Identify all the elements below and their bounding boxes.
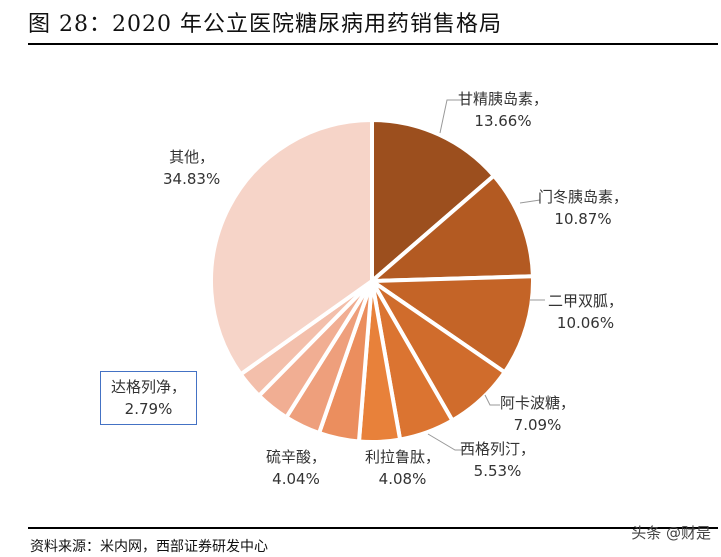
- leader-line-5: [427, 433, 465, 451]
- figure-title: 图 28：2020 年公立医院糖尿病用药销售格局: [28, 12, 502, 37]
- watermark: 头条 @财是: [631, 524, 711, 542]
- slice-label-0: 甘精胰岛素， 13.66%: [458, 90, 549, 130]
- slice-label-6: 硫辛酸， 4.04%: [266, 448, 327, 488]
- pie-slice-10: [209, 117, 374, 378]
- leader-line-1: [519, 199, 541, 204]
- leader-line-4: [484, 394, 500, 406]
- pie-slice-2: [365, 274, 535, 376]
- footer-rule: [28, 527, 718, 529]
- pie-slice-0: [370, 117, 497, 286]
- slice-label-3: 阿卡波糖， 7.09%: [500, 394, 576, 434]
- slice-label-9: 达格列净， 2.79%: [100, 371, 198, 425]
- source-note: 资料来源：米内网，西部证券研发中心: [30, 539, 268, 555]
- title-rule: [28, 43, 718, 45]
- slice-label-4: 西格列汀， 5.53%: [460, 440, 536, 480]
- pie-slice-1: [366, 172, 535, 284]
- slice-label-10: 其他， 34.83%: [163, 148, 221, 188]
- leader-line-0: [439, 99, 462, 134]
- slice-label-2: 二甲双胍， 10.06%: [548, 292, 624, 332]
- slice-label-1: 门冬胰岛素， 10.87%: [538, 188, 629, 228]
- slice-label-5: 利拉鲁肽， 4.08%: [365, 448, 441, 488]
